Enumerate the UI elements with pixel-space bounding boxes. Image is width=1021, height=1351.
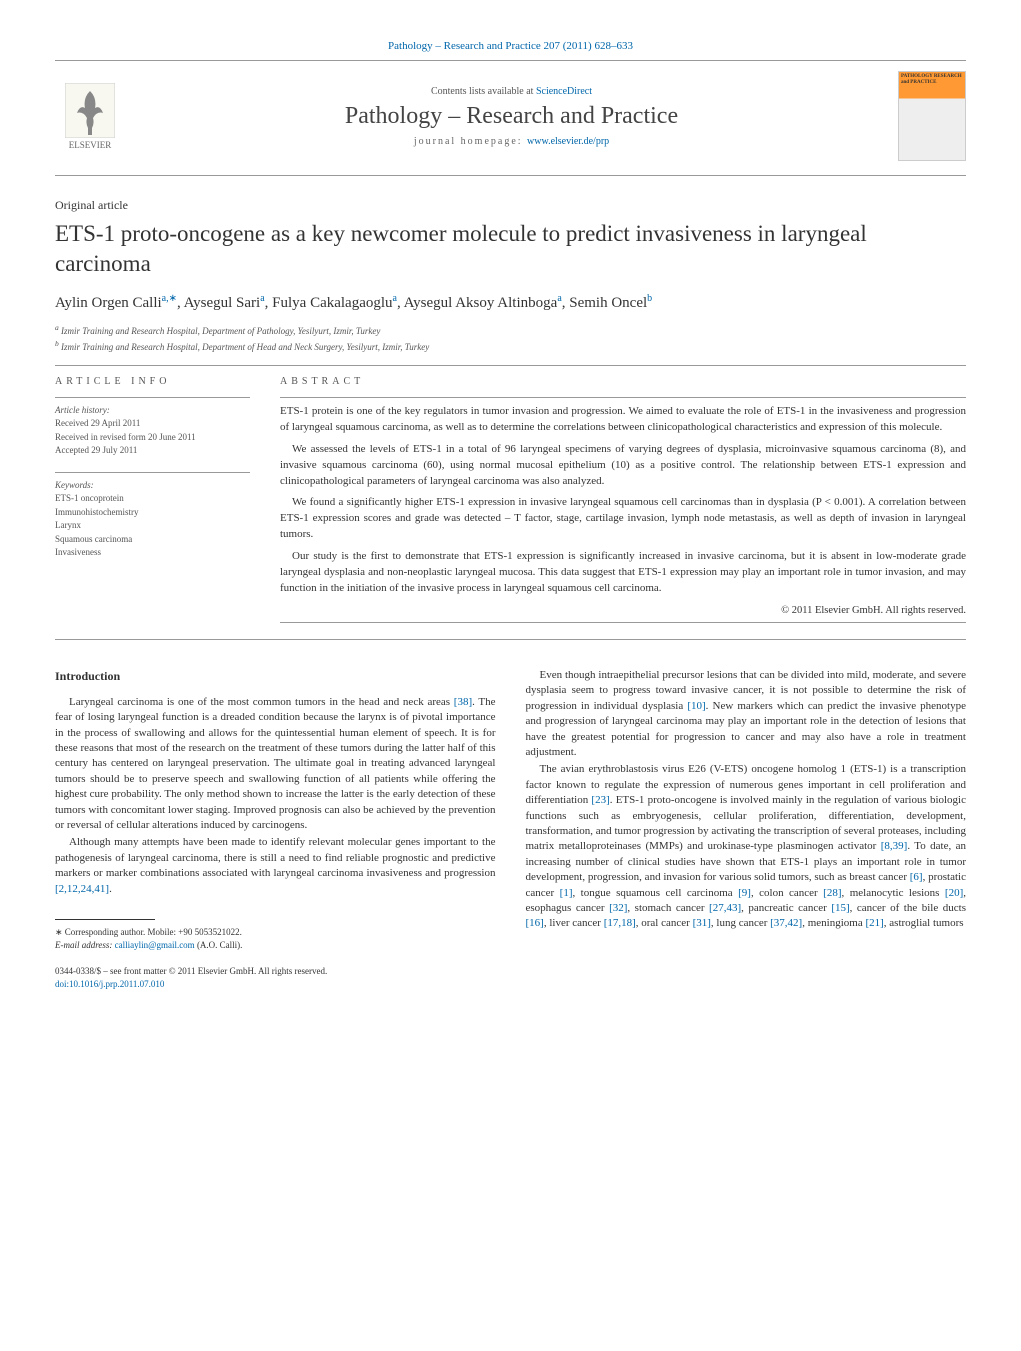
body-paragraph: Even though intraepithelial precursor le… xyxy=(526,668,967,760)
affiliation-b: b Izmir Training and Research Hospital, … xyxy=(55,338,966,355)
introduction-heading: Introduction xyxy=(55,668,496,685)
sciencedirect-link[interactable]: ScienceDirect xyxy=(536,86,592,97)
journal-reference: Pathology – Research and Practice 207 (2… xyxy=(55,40,966,52)
corresponding-author-block: ∗ Corresponding author. Mobile: +90 5053… xyxy=(55,926,496,953)
abstract-paragraph: Our study is the first to demonstrate th… xyxy=(280,549,966,597)
publisher-logo: ELSEVIER xyxy=(55,76,125,156)
article-title: ETS-1 proto-oncogene as a key newcomer m… xyxy=(55,219,966,279)
body-paragraph: Laryngeal carcinoma is one of the most c… xyxy=(55,695,496,834)
contents-line: Contents lists available at ScienceDirec… xyxy=(125,86,898,97)
divider xyxy=(55,365,966,366)
body-left-column: Introduction Laryngeal carcinoma is one … xyxy=(55,668,496,992)
keyword-item: Invasiveness xyxy=(55,546,250,560)
abstract-paragraph: ETS-1 protein is one of the key regulato… xyxy=(280,404,966,436)
homepage-prefix: journal homepage: xyxy=(414,136,527,147)
abstract-column: abstract ETS-1 protein is one of the key… xyxy=(280,376,966,629)
email-link[interactable]: calliaylin@gmail.com xyxy=(115,940,195,950)
abstract-paragraph: We found a significantly higher ETS-1 ex… xyxy=(280,495,966,543)
history-label: Article history: xyxy=(55,404,250,418)
footnote-rule xyxy=(55,919,155,920)
divider xyxy=(280,622,966,623)
divider xyxy=(55,397,250,398)
issn-line: 0344-0338/$ – see front matter © 2011 El… xyxy=(55,965,496,979)
header-center: Contents lists available at ScienceDirec… xyxy=(125,86,898,147)
body-right-column: Even though intraepithelial precursor le… xyxy=(526,668,967,992)
abstract-text: ETS-1 protein is one of the key regulato… xyxy=(280,404,966,597)
email-line: E-mail address: calliaylin@gmail.com (A.… xyxy=(55,939,496,953)
received-date: Received 29 April 2011 xyxy=(55,417,250,431)
article-history: Article history: Received 29 April 2011 … xyxy=(55,404,250,458)
affiliation-a: a Izmir Training and Research Hospital, … xyxy=(55,322,966,339)
abstract-paragraph: We assessed the levels of ETS-1 in a tot… xyxy=(280,442,966,490)
keyword-item: ETS-1 oncoprotein xyxy=(55,492,250,506)
authors-line: Aylin Orgen Callia,∗, Aysegul Saria, Ful… xyxy=(55,293,966,312)
homepage-link[interactable]: www.elsevier.de/prp xyxy=(527,136,609,147)
corresponding-author: ∗ Corresponding author. Mobile: +90 5053… xyxy=(55,926,496,940)
article-info-column: article info Article history: Received 2… xyxy=(55,376,250,629)
contents-prefix: Contents lists available at xyxy=(431,86,536,97)
keywords-label: Keywords: xyxy=(55,479,250,493)
info-abstract-row: article info Article history: Received 2… xyxy=(55,376,966,629)
homepage-line: journal homepage: www.elsevier.de/prp xyxy=(125,136,898,147)
body-columns: Introduction Laryngeal carcinoma is one … xyxy=(55,668,966,992)
affiliations: a Izmir Training and Research Hospital, … xyxy=(55,322,966,355)
accepted-date: Accepted 29 July 2011 xyxy=(55,444,250,458)
abstract-copyright: © 2011 Elsevier GmbH. All rights reserve… xyxy=(280,605,966,616)
article-info-label: article info xyxy=(55,376,250,387)
keyword-item: Immunohistochemistry xyxy=(55,506,250,520)
header-box: ELSEVIER Contents lists available at Sci… xyxy=(55,60,966,176)
divider xyxy=(55,639,966,640)
keyword-item: Squamous carcinoma xyxy=(55,533,250,547)
divider xyxy=(55,472,250,473)
divider xyxy=(280,397,966,398)
publisher-name: ELSEVIER xyxy=(69,140,112,150)
issn-doi-block: 0344-0338/$ – see front matter © 2011 El… xyxy=(55,965,496,992)
journal-cover-thumb: PATHOLOGY RESEARCH and PRACTICE xyxy=(898,71,966,161)
cover-thumb-title: PATHOLOGY RESEARCH and PRACTICE xyxy=(899,72,965,87)
journal-name: Pathology – Research and Practice xyxy=(125,103,898,130)
doi-link[interactable]: doi:10.1016/j.prp.2011.07.010 xyxy=(55,979,164,989)
body-paragraph: The avian erythroblastosis virus E26 (V-… xyxy=(526,762,967,931)
abstract-label: abstract xyxy=(280,376,966,387)
elsevier-tree-icon xyxy=(65,83,115,138)
keywords-block: Keywords: ETS-1 oncoproteinImmunohistoch… xyxy=(55,479,250,560)
keyword-item: Larynx xyxy=(55,519,250,533)
revised-date: Received in revised form 20 June 2011 xyxy=(55,431,250,445)
article-type: Original article xyxy=(55,198,966,213)
body-paragraph: Although many attempts have been made to… xyxy=(55,835,496,897)
